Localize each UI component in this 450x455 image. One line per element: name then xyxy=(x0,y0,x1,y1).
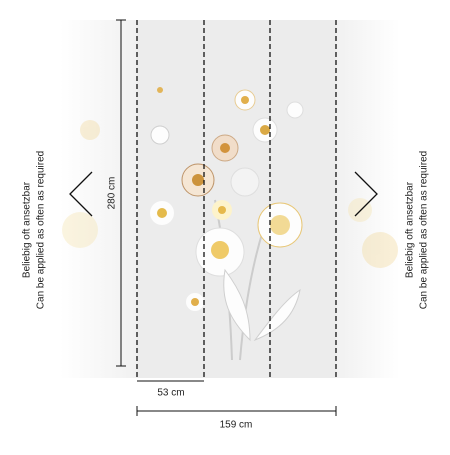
right-note-line1: Beliebig oft ansetzbar xyxy=(405,181,416,278)
total-width-label: 159 cm xyxy=(220,420,253,431)
right-chevron xyxy=(354,171,378,217)
total-width-dimension: 159 cm xyxy=(136,406,337,431)
height-label: 280 cm xyxy=(107,177,118,210)
left-chevron xyxy=(69,171,93,217)
right-note-line2: Can be applied as often as required xyxy=(419,151,430,309)
height-dimension: 280 cm xyxy=(107,19,126,367)
panel-width-label: 53 cm xyxy=(157,388,184,399)
left-note-line1: Beliebig oft ansetzbar xyxy=(22,181,33,278)
wallpaper xyxy=(60,20,400,378)
panel-width-dimension: 53 cm xyxy=(137,380,204,399)
left-note-line2: Can be applied as often as required xyxy=(36,151,47,309)
